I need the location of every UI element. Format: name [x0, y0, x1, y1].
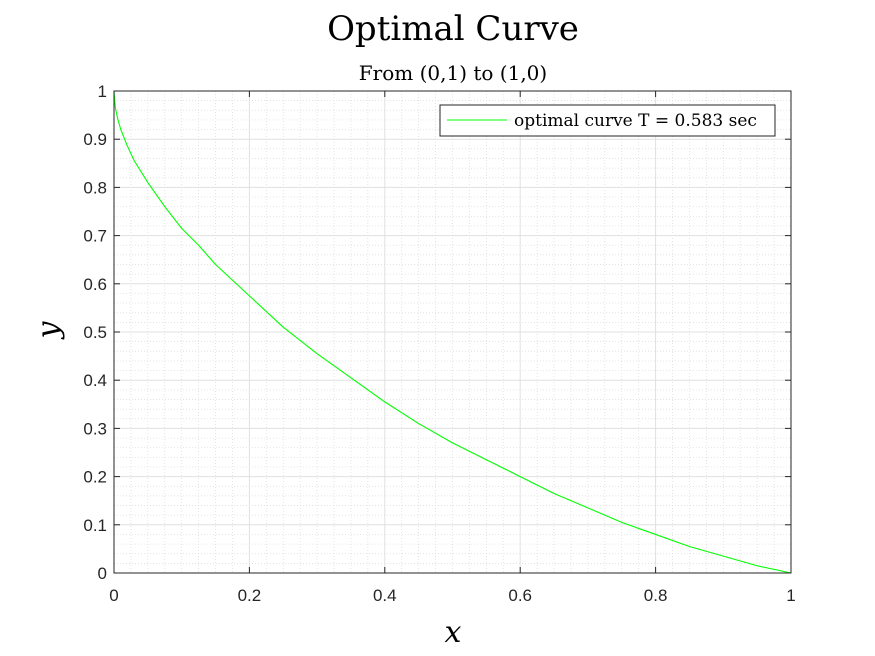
x-tick-label: 1 [786, 586, 795, 605]
chart-subtitle: From (0,1) to (1,0) [359, 61, 547, 85]
x-tick-label: 0.4 [373, 586, 397, 605]
x-axis-label: x [445, 615, 462, 650]
series-layer [113, 90, 792, 574]
plot-area: 0 0.2 0.4 0.6 0.8 1 0 0.1 0.2 0.3 0.4 0.5 0.6 0.7 0.8… [83, 82, 795, 605]
legend: optimal curve T = 0.583 sec [439, 104, 776, 137]
chart-title: Optimal Curve [327, 9, 579, 49]
y-tick-label: 0.4 [83, 371, 107, 390]
y-tick-label: 1 [98, 82, 107, 101]
y-tick-label: 0.2 [83, 468, 107, 487]
legend-box [439, 104, 776, 137]
y-tick-label: 0.6 [83, 275, 107, 294]
legend-entry-label: optimal curve T = 0.583 sec [514, 111, 757, 131]
y-tick-label: 0 [98, 564, 107, 583]
y-tick-label: 0.8 [83, 178, 107, 197]
x-tick-label: 0.6 [508, 586, 532, 605]
x-axis-ticks: 0 0.2 0.4 0.6 0.8 1 [109, 91, 796, 605]
y-tick-label: 0.9 [83, 130, 107, 149]
x-tick-label: 0.8 [644, 586, 668, 605]
y-axis-ticks: 0 0.1 0.2 0.3 0.4 0.5 0.6 0.7 0.8 0.9 1 [83, 82, 791, 583]
x-tick-label: 0.2 [238, 586, 262, 605]
y-tick-label: 0.5 [83, 323, 107, 342]
series-line-optimal-curve [113, 90, 792, 574]
y-axis-label: y [31, 320, 66, 340]
y-tick-label: 0.1 [83, 516, 107, 535]
y-tick-label: 0.3 [83, 419, 107, 438]
x-tick-label: 0 [109, 586, 118, 605]
y-tick-label: 0.7 [83, 227, 107, 246]
